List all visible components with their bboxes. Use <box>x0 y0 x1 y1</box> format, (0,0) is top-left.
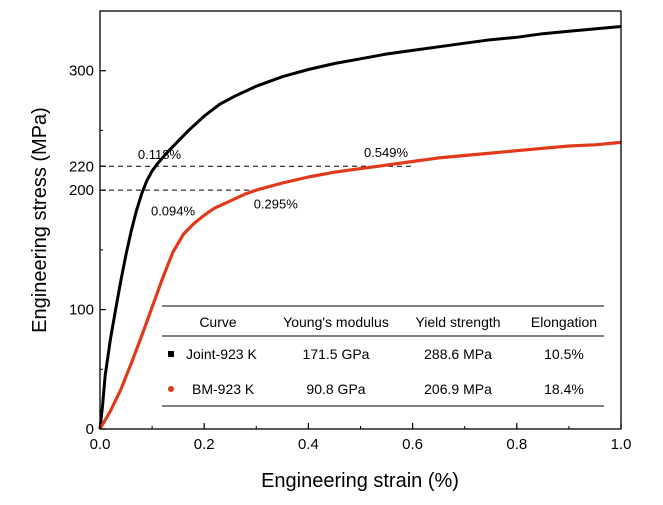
table-row-bm-curve: BM-923 K <box>192 381 255 397</box>
table-row-joint-yield: 288.6 MPa <box>424 346 492 362</box>
x-tick-label: 1.0 <box>611 436 632 453</box>
y-tick-label: 200 <box>69 182 94 199</box>
y-tick-label: 220 <box>69 158 94 175</box>
table-row-joint-curve: Joint-923 K <box>186 346 257 362</box>
x-tick-label: 0.6 <box>402 436 423 453</box>
table-row-bm-modulus: 90.8 GPa <box>306 381 365 397</box>
reference-lines <box>100 165 413 191</box>
table-header-modulus: Young's modulus <box>283 314 389 330</box>
y-tick-label: 0 <box>86 421 94 438</box>
table-header-curve: Curve <box>199 314 237 330</box>
series-line-joint <box>98 25 622 430</box>
annotation-label: 0.549% <box>364 145 409 160</box>
ticks: 0.0 0.2 0.4 0.6 0.8 1.0 0 100 200 220 300 <box>69 63 631 453</box>
table-row-bm-yield: 206.9 MPa <box>424 381 492 397</box>
annotation-label: 0.118% <box>138 147 182 162</box>
joint-legend-marker <box>168 351 174 357</box>
x-axis-title: Engineering strain (%) <box>261 470 459 492</box>
annotations: 0.118% 0.094% 0.295% 0.549% <box>138 145 409 219</box>
table-row-bm-elongation: 18.4% <box>544 381 584 397</box>
annotation-label: 0.094% <box>151 204 196 219</box>
x-tick-label: 0.2 <box>194 436 215 453</box>
bm-legend-marker <box>168 386 174 392</box>
series-line-bm <box>98 140 622 430</box>
table-row-joint-elongation: 10.5% <box>544 346 584 362</box>
annotation-label: 0.295% <box>254 197 299 212</box>
table-header-yield: Yield strength <box>415 314 500 330</box>
x-tick-label: 0.0 <box>90 436 111 453</box>
x-tick-label: 0.4 <box>298 436 319 453</box>
property-table: Curve Young's modulus Yield strength Elo… <box>162 305 604 407</box>
plot-frame <box>99 10 622 430</box>
table-header-elongation: Elongation <box>531 314 597 330</box>
x-tick-label: 0.8 <box>506 436 527 453</box>
curves <box>98 25 622 430</box>
y-axis-title: Engineering stress (MPa) <box>29 107 51 333</box>
y-tick-label: 100 <box>69 302 94 319</box>
table-row-joint-modulus: 171.5 GPa <box>303 346 370 362</box>
y-tick-label: 300 <box>69 63 94 80</box>
